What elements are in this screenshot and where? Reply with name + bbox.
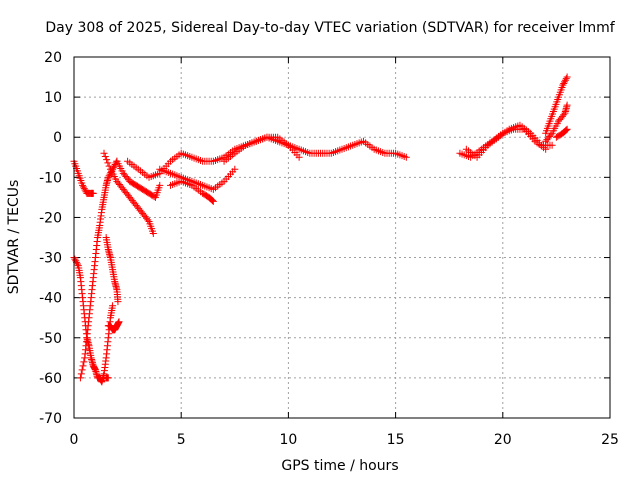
- series-trace-f: [102, 374, 112, 382]
- data-point-marker: [115, 318, 123, 326]
- data-point-marker: [79, 362, 87, 370]
- series-trace-c: [76, 157, 121, 382]
- data-point-marker: [561, 76, 569, 84]
- series-trace-n: [462, 121, 556, 161]
- data-point-marker: [560, 111, 568, 119]
- data-point-marker: [89, 189, 97, 197]
- data-point-marker: [101, 152, 109, 160]
- grid-lines: [74, 57, 610, 418]
- series-trace-d: [102, 234, 122, 306]
- data-point-marker: [109, 302, 117, 310]
- x-tick-label: 20: [494, 432, 512, 448]
- data-point-marker: [72, 257, 80, 265]
- data-point-marker: [79, 181, 87, 189]
- data-point-marker: [73, 260, 81, 268]
- x-tick-label: 5: [177, 432, 186, 448]
- y-tick-label: 0: [53, 130, 62, 146]
- series-trace-g: [100, 149, 157, 237]
- series-trace-l: [220, 133, 303, 165]
- data-point-marker: [78, 366, 86, 374]
- data-point-marker: [149, 229, 157, 237]
- series-trace-h: [113, 157, 164, 201]
- y-tick-label: -40: [39, 291, 62, 307]
- data-point-marker: [208, 196, 216, 204]
- data-point-marker: [105, 162, 113, 170]
- y-tick-label: 20: [44, 50, 62, 66]
- data-point-marker: [563, 101, 571, 109]
- data-point-marker: [79, 183, 87, 191]
- data-point-marker: [100, 149, 108, 157]
- axes: 0 5 10 15 20 25 -70 -60 -50 -40 -30 -20 -10 0 10 20: [39, 50, 619, 448]
- data-point-marker: [77, 370, 85, 378]
- data-point-marker: [563, 73, 571, 81]
- series-trace-e: [104, 318, 123, 334]
- y-tick-label: -20: [39, 210, 62, 226]
- series-trace-o: [542, 73, 571, 137]
- data-point-marker: [209, 197, 217, 205]
- data-point-marker: [156, 181, 164, 189]
- y-tick-label: -60: [39, 371, 62, 387]
- series-trace-i: [124, 133, 410, 181]
- data-point-marker: [562, 75, 570, 83]
- data-point-marker: [76, 374, 84, 382]
- chart-title: Day 308 of 2025, Sidereal Day-to-day VTE…: [45, 20, 615, 36]
- y-tick-label: -50: [39, 331, 62, 347]
- data-point-marker: [559, 81, 567, 89]
- data-point-marker: [561, 127, 569, 135]
- data-point-marker: [104, 374, 112, 382]
- data-point-marker: [111, 160, 119, 168]
- x-tick-label: 0: [70, 432, 79, 448]
- data-point-marker: [548, 141, 556, 149]
- y-tick-label: -30: [39, 251, 62, 267]
- data-point-marker: [547, 131, 555, 139]
- data-point-marker: [562, 126, 570, 134]
- series-trace-q: [552, 125, 571, 141]
- x-tick-label: 15: [387, 432, 405, 448]
- data-point-marker: [104, 173, 112, 181]
- data-point-marker: [104, 159, 112, 167]
- x-axis-label: GPS time / hours: [281, 458, 398, 474]
- data-point-marker: [231, 165, 239, 173]
- data-point-marker: [80, 358, 88, 366]
- plot-frame: [73, 56, 611, 419]
- data-point-marker: [71, 255, 79, 263]
- x-tick-label: 25: [601, 432, 619, 448]
- y-tick-label: -70: [39, 411, 62, 427]
- data-point-marker: [109, 164, 117, 172]
- data-point-marker: [402, 153, 410, 161]
- data-point-marker: [563, 125, 571, 133]
- data-point-marker: [103, 156, 111, 164]
- data-point-marker: [560, 79, 568, 87]
- y-axis-label: SDTVAR / TECUs: [6, 180, 22, 295]
- data-point-marker: [80, 185, 88, 193]
- y-tick-label: -10: [39, 170, 62, 186]
- data-point-marker: [114, 298, 122, 306]
- data-point-marker: [295, 153, 303, 161]
- data-point-marker: [561, 78, 569, 86]
- y-tick-label: 10: [44, 90, 62, 106]
- data-points: [70, 73, 571, 386]
- data-point-marker: [105, 172, 113, 180]
- series-trace-k: [166, 177, 217, 205]
- data-point-marker: [144, 216, 152, 224]
- series-trace-p: [542, 101, 571, 145]
- data-point-marker: [209, 197, 217, 205]
- x-tick-label: 10: [279, 432, 297, 448]
